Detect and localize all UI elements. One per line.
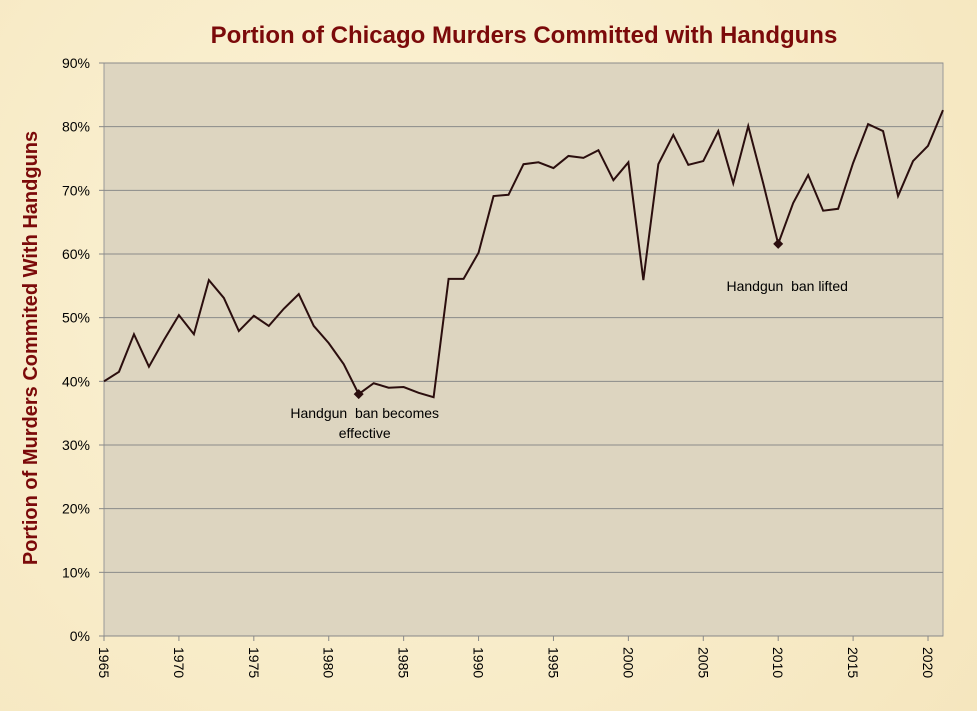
x-tick-label: 1970 bbox=[171, 647, 187, 678]
x-tick-label: 1985 bbox=[396, 647, 412, 678]
y-tick-label: 50% bbox=[62, 310, 90, 326]
x-tick-label: 1980 bbox=[321, 647, 337, 678]
x-tick-label: 1965 bbox=[96, 647, 112, 678]
x-tick-label: 1975 bbox=[246, 647, 262, 678]
y-tick-label: 70% bbox=[62, 182, 90, 198]
x-tick-label: 2010 bbox=[770, 647, 786, 678]
y-tick-label: 10% bbox=[62, 564, 90, 580]
chart-title: Portion of Chicago Murders Committed wit… bbox=[211, 22, 838, 49]
y-tick-label: 30% bbox=[62, 437, 90, 453]
x-tick-label: 2005 bbox=[695, 647, 711, 678]
y-tick-label: 90% bbox=[62, 55, 90, 71]
data-line bbox=[103, 109, 944, 399]
y-axis-label: Portion of Murders Commited With Handgun… bbox=[20, 131, 42, 565]
x-tick-label: 1990 bbox=[471, 647, 487, 678]
x-tick-label: 2020 bbox=[920, 647, 936, 678]
annotation-text: effective bbox=[339, 425, 391, 441]
y-tick-label: 40% bbox=[62, 373, 90, 389]
x-tick-label: 2000 bbox=[620, 647, 636, 678]
annotation-marker bbox=[353, 389, 364, 400]
x-tick-label: 2015 bbox=[845, 647, 861, 678]
annotation-text: Handgun ban lifted bbox=[726, 278, 847, 294]
y-tick-label: 0% bbox=[70, 628, 90, 644]
annotation-marker bbox=[773, 238, 784, 249]
annotation-text: Handgun ban becomes bbox=[290, 405, 439, 421]
x-tick-label: 1995 bbox=[545, 647, 561, 678]
y-tick-label: 20% bbox=[62, 501, 90, 517]
plot-area bbox=[103, 62, 944, 637]
y-tick-label: 80% bbox=[62, 119, 90, 135]
y-tick-label: 60% bbox=[62, 246, 90, 262]
